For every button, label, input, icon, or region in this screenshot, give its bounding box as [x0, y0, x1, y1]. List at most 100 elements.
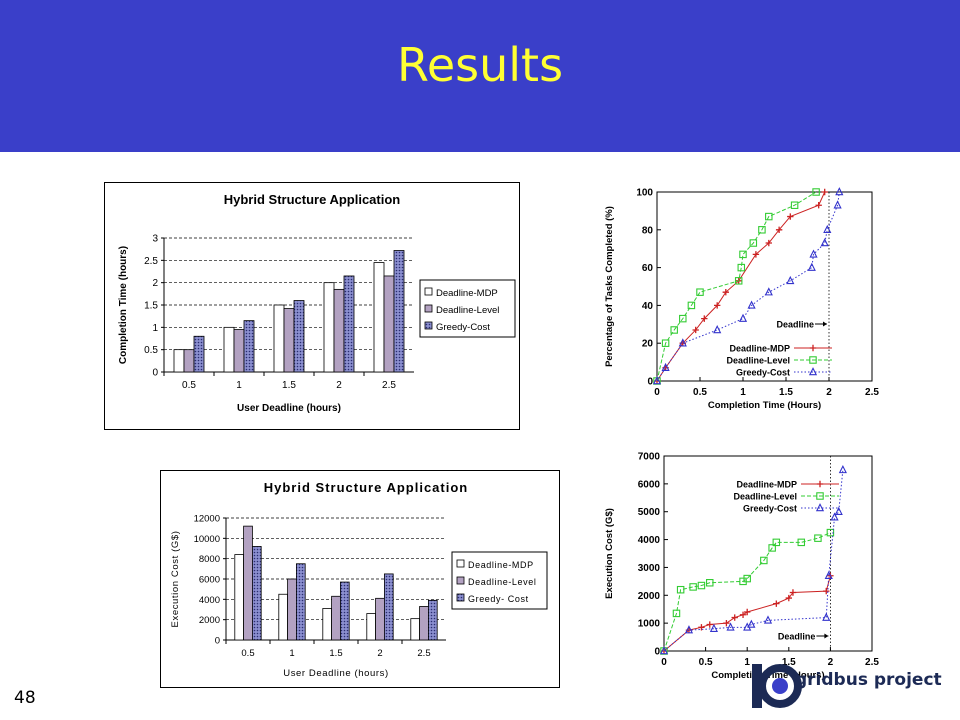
data-point: [722, 288, 729, 296]
bar: [193, 335, 205, 373]
data-point: [786, 275, 795, 285]
data-point: [709, 623, 719, 632]
page-number: 48: [14, 688, 36, 708]
data-point: [823, 587, 830, 595]
data-point: [808, 367, 818, 376]
bar: [287, 578, 297, 641]
bar: [173, 349, 185, 373]
bar: [427, 599, 438, 641]
bar: [252, 546, 262, 641]
data-point: [797, 538, 806, 547]
y-tick-label: 20: [642, 339, 654, 350]
data-point: [689, 583, 697, 591]
data-point: [787, 213, 794, 220]
bar: [323, 282, 335, 373]
data-point: [758, 226, 766, 234]
data-point: [706, 621, 713, 628]
y-tick-label: 0: [654, 647, 660, 658]
legend-label: Deadline-Level: [726, 356, 790, 366]
data-point: [835, 187, 844, 196]
data-point: [826, 528, 835, 537]
slide-title: Results: [396, 38, 564, 92]
y-tick-label: 10000: [194, 534, 220, 545]
legend-label: Deadline-MDP: [736, 480, 797, 490]
data-point: [809, 344, 817, 352]
data-point: [739, 250, 747, 259]
y-tick-label: 0.5: [144, 345, 158, 356]
bar: [234, 554, 245, 641]
y-axis-label: Percentage of Tasks Completed (%): [604, 206, 615, 367]
x-tick-label: 1.5: [782, 657, 796, 668]
data-point: [676, 585, 685, 594]
y-axis-label: Execution Cost (G$): [170, 531, 181, 628]
data-point: [652, 376, 662, 385]
data-point: [697, 581, 706, 590]
execution-cost-bar-chart: Hybrid Structure Application 0 2000 4000 600…: [160, 470, 560, 688]
x-tick-label: 2.5: [865, 657, 879, 668]
data-point: [747, 300, 756, 309]
bar: [183, 349, 195, 373]
legend-label: Deadline-Level: [436, 305, 499, 316]
y-tick-label: 2000: [199, 615, 220, 626]
data-point: [737, 263, 746, 272]
data-point: [765, 239, 772, 247]
data-point: [760, 556, 768, 565]
legend-label: Greedy-Cost: [743, 504, 797, 514]
data-point: [815, 503, 825, 512]
bar: [273, 304, 285, 373]
y-tick-label: 3: [152, 234, 158, 245]
legend-label: Deadline-Level: [468, 577, 536, 587]
data-point: [661, 339, 670, 347]
data-point: [726, 622, 735, 631]
execution-cost-line-chart: 0 1000 2000 3000 4000 5000 6000 7000 0 0.5 1 1.5 2 2.…: [604, 452, 879, 682]
legend-swatch: [424, 304, 433, 313]
bar: [233, 329, 245, 373]
bar: [278, 593, 289, 641]
series-line: [656, 191, 817, 382]
y-tick-label: 1.5: [144, 301, 158, 312]
legend-label: Greedy- Cost: [468, 594, 529, 604]
data-point: [822, 612, 831, 621]
y-axis-label: Completion Time (hours): [118, 246, 129, 364]
data-point: [747, 619, 756, 628]
data-point: [764, 287, 773, 296]
x-tick-label: 2.5: [865, 387, 879, 398]
series-line: [663, 532, 831, 652]
bar: [383, 275, 395, 373]
y-tick-label: 1: [152, 323, 158, 334]
y-axis-label: Execution Cost (G$): [604, 508, 615, 599]
data-point: [678, 338, 687, 347]
data-point: [773, 600, 780, 607]
data-point: [772, 538, 781, 547]
legend-box: [451, 551, 548, 610]
x-tick-label: 1: [740, 387, 746, 398]
logo-text: gridbus project: [795, 670, 942, 690]
data-point: [816, 492, 824, 500]
bar: [375, 597, 385, 641]
x-tick-label: 2.5: [382, 380, 396, 391]
legend-label: Deadline-MDP: [468, 560, 534, 570]
data-point: [661, 362, 670, 372]
chart-title: Hybrid Structure Application: [224, 192, 401, 207]
y-tick-label: 12000: [194, 514, 220, 525]
y-tick-label: 4000: [638, 535, 661, 546]
y-tick-label: 2000: [638, 591, 661, 602]
data-point: [692, 326, 699, 334]
bar: [295, 563, 306, 641]
y-tick-label: 0: [647, 377, 653, 388]
bar: [283, 308, 295, 373]
y-tick-label: 3000: [638, 563, 661, 574]
data-point: [814, 534, 822, 542]
series-line: [656, 191, 826, 382]
legend-label: Greedy-Cost: [736, 368, 790, 378]
data-point: [752, 251, 760, 258]
y-tick-label: 60: [642, 263, 654, 274]
legend-label: Deadline-MDP: [729, 344, 790, 354]
bar: [410, 618, 421, 641]
legend-swatch: [456, 593, 465, 602]
y-tick-label: 80: [642, 225, 654, 236]
data-point: [824, 570, 833, 580]
legend-swatch: [424, 321, 433, 330]
data-point: [763, 615, 773, 624]
data-point: [821, 188, 828, 196]
